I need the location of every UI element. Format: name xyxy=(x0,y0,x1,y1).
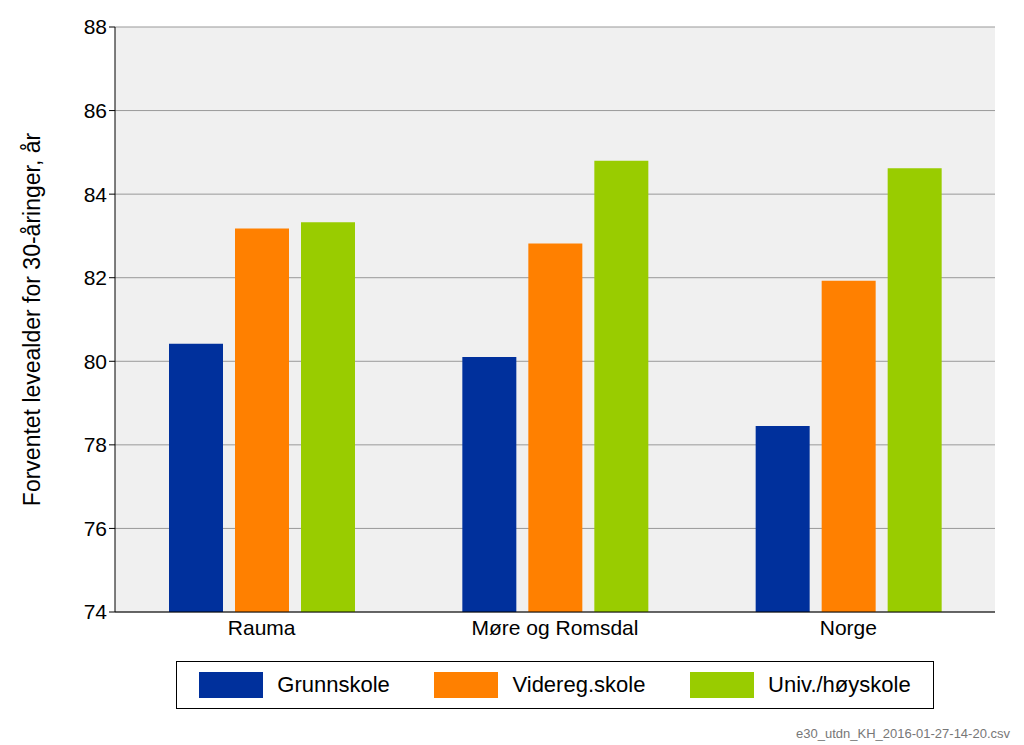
svg-text:84: 84 xyxy=(84,183,108,206)
svg-text:80: 80 xyxy=(84,350,107,373)
svg-text:76: 76 xyxy=(84,517,107,540)
svg-text:82: 82 xyxy=(84,266,107,289)
html-text:e30_utdn_KH_2016-01-27-14-20.c: e30_utdn_KH_2016-01-27-14-20.csv xyxy=(796,726,1010,741)
html-text:Videreg.skole: Videreg.skole xyxy=(512,672,646,697)
svg-text:74: 74 xyxy=(84,600,108,623)
svg-text:78: 78 xyxy=(84,433,107,456)
svg-text:Rauma: Rauma xyxy=(228,616,296,639)
svg-text:Forventet levealder for 30-åri: Forventet levealder for 30-åringer, år xyxy=(19,133,45,507)
svg-text:88: 88 xyxy=(84,15,107,38)
svg-text:Møre og Romsdal: Møre og Romsdal xyxy=(472,616,639,639)
html-text:Univ./høyskole: Univ./høyskole xyxy=(768,672,911,697)
html-text:Grunnskole: Grunnskole xyxy=(277,672,390,697)
svg-text:86: 86 xyxy=(84,99,107,122)
svg-text:Norge: Norge xyxy=(820,616,877,639)
